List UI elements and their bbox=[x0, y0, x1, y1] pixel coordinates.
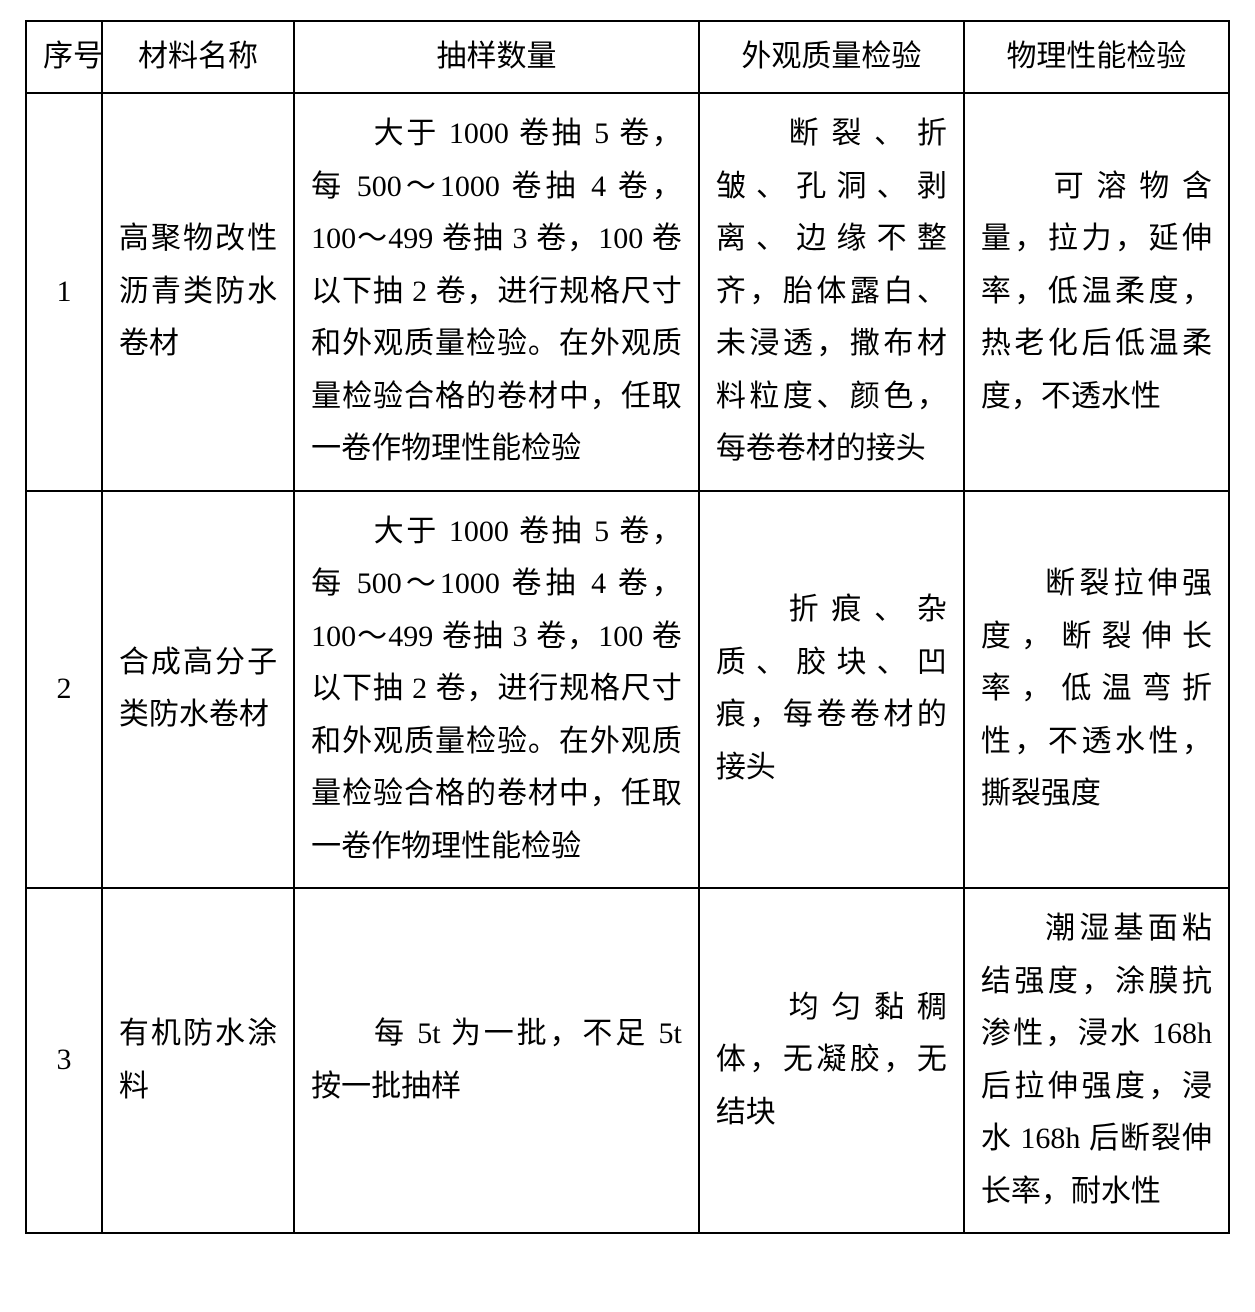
header-row: 序号 材料名称 抽样数量 外观质量检验 物理性能检验 bbox=[26, 21, 1229, 93]
cell-appearance-text: 断裂、折皱、孔洞、剥离、边缘不整齐，胎体露白、未浸透，撒布材料粒度、颜色，每卷卷… bbox=[716, 117, 947, 465]
cell-sampling-text: 大于 1000 卷抽 5 卷，每 500～1000 卷抽 4 卷，100～499… bbox=[311, 117, 682, 465]
table-row: 1 高聚物改性沥青类防水卷材 大于 1000 卷抽 5 卷，每 500～1000… bbox=[26, 93, 1229, 491]
cell-sampling: 大于 1000 卷抽 5 卷，每 500～1000 卷抽 4 卷，100～499… bbox=[294, 93, 699, 491]
cell-name: 高聚物改性沥青类防水卷材 bbox=[102, 93, 294, 491]
cell-appearance: 断裂、折皱、孔洞、剥离、边缘不整齐，胎体露白、未浸透，撒布材料粒度、颜色，每卷卷… bbox=[699, 93, 964, 491]
table-row: 3 有机防水涂料 每 5t 为一批，不足 5t 按一批抽样 均匀黏稠体，无凝胶，… bbox=[26, 888, 1229, 1233]
cell-physical-text: 断裂拉伸强度，断裂伸长率，低温弯折性，不透水性，撕裂强度 bbox=[981, 567, 1212, 810]
cell-seq: 3 bbox=[26, 888, 102, 1233]
cell-physical: 断裂拉伸强度，断裂伸长率，低温弯折性，不透水性，撕裂强度 bbox=[964, 491, 1229, 889]
cell-appearance: 折痕、杂质、胶块、凹痕，每卷卷材的接头 bbox=[699, 491, 964, 889]
cell-seq: 2 bbox=[26, 491, 102, 889]
cell-name-text: 合成高分子类防水卷材 bbox=[119, 646, 277, 732]
cell-physical-text: 潮湿基面粘结强度，涂膜抗渗性，浸水 168h 后拉伸强度，浸水 168h 后断裂… bbox=[981, 912, 1212, 1208]
cell-appearance-text: 均匀黏稠体，无凝胶，无结块 bbox=[716, 991, 947, 1129]
cell-name: 合成高分子类防水卷材 bbox=[102, 491, 294, 889]
table-head: 序号 材料名称 抽样数量 外观质量检验 物理性能检验 bbox=[26, 21, 1229, 93]
col-sampling-header: 抽样数量 bbox=[294, 21, 699, 93]
cell-sampling-text: 大于 1000 卷抽 5 卷，每 500～1000 卷抽 4 卷，100～499… bbox=[311, 515, 682, 863]
materials-table: 序号 材料名称 抽样数量 外观质量检验 物理性能检验 1 高聚物改性沥青类防水卷… bbox=[25, 20, 1230, 1234]
table-body: 1 高聚物改性沥青类防水卷材 大于 1000 卷抽 5 卷，每 500～1000… bbox=[26, 93, 1229, 1233]
cell-sampling: 每 5t 为一批，不足 5t 按一批抽样 bbox=[294, 888, 699, 1233]
cell-name: 有机防水涂料 bbox=[102, 888, 294, 1233]
cell-physical: 潮湿基面粘结强度，涂膜抗渗性，浸水 168h 后拉伸强度，浸水 168h 后断裂… bbox=[964, 888, 1229, 1233]
col-physical-header: 物理性能检验 bbox=[964, 21, 1229, 93]
col-name-header: 材料名称 bbox=[102, 21, 294, 93]
cell-name-text: 有机防水涂料 bbox=[119, 1017, 277, 1103]
col-seq-header: 序号 bbox=[26, 21, 102, 93]
cell-physical-text: 可溶物含量，拉力，延伸率，低温柔度，热老化后低温柔度，不透水性 bbox=[981, 170, 1212, 413]
cell-appearance-text: 折痕、杂质、胶块、凹痕，每卷卷材的接头 bbox=[716, 593, 947, 784]
col-appearance-header: 外观质量检验 bbox=[699, 21, 964, 93]
cell-seq: 1 bbox=[26, 93, 102, 491]
table-row: 2 合成高分子类防水卷材 大于 1000 卷抽 5 卷，每 500～1000 卷… bbox=[26, 491, 1229, 889]
cell-physical: 可溶物含量，拉力，延伸率，低温柔度，热老化后低温柔度，不透水性 bbox=[964, 93, 1229, 491]
cell-sampling: 大于 1000 卷抽 5 卷，每 500～1000 卷抽 4 卷，100～499… bbox=[294, 491, 699, 889]
cell-sampling-text: 每 5t 为一批，不足 5t 按一批抽样 bbox=[311, 1017, 682, 1103]
cell-appearance: 均匀黏稠体，无凝胶，无结块 bbox=[699, 888, 964, 1233]
page-wrapper: 序号 材料名称 抽样数量 外观质量检验 物理性能检验 1 高聚物改性沥青类防水卷… bbox=[0, 0, 1255, 1254]
cell-name-text: 高聚物改性沥青类防水卷材 bbox=[119, 222, 277, 360]
